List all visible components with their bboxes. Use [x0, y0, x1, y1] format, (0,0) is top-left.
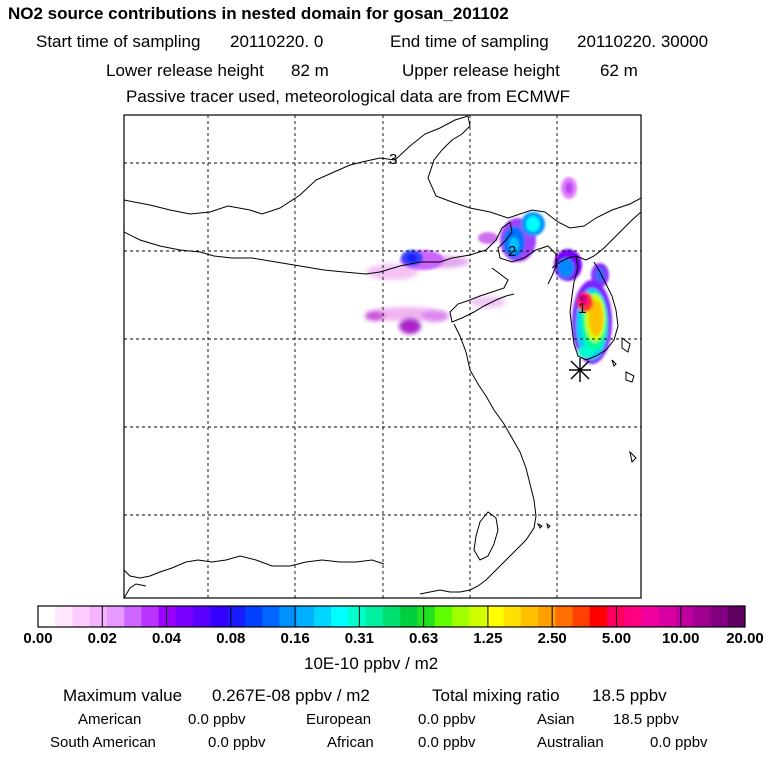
region-name-south-american: South American [50, 734, 156, 751]
colorbar-swatch [434, 606, 453, 627]
colorbar-swatch [244, 606, 263, 627]
colorbar-swatch [469, 606, 487, 627]
colorbar-swatch [451, 606, 470, 627]
total-mixing-label: Total mixing ratio [432, 686, 560, 705]
region-name-european: European [306, 711, 372, 728]
region-name-asian: Asian [537, 711, 575, 728]
colorbar-swatch [348, 606, 367, 627]
upper-release-value: 62 m [600, 61, 638, 80]
colorbar-swatch [710, 606, 729, 627]
colorbar-swatch [193, 606, 211, 627]
region-value-african: 0.0 ppbv [418, 734, 476, 751]
total-mixing-value: 18.5 ppbv [592, 686, 667, 705]
colorbar-tick-label: 1.25 [473, 630, 503, 647]
colorbar-swatch [89, 606, 108, 627]
colorbar [37, 605, 746, 628]
colorbar-tick-label: 2.50 [537, 630, 567, 647]
colorbar-swatch [382, 606, 401, 627]
colorbar-swatch [227, 606, 246, 627]
receptor-marker-icon [569, 358, 591, 382]
colorbar-tick-label: 0.02 [87, 630, 117, 647]
colorbar-swatch [555, 606, 574, 627]
contour-label-3: 3 [389, 151, 397, 168]
region-value-american: 0.0 ppbv [188, 711, 246, 728]
note-text: Passive tracer used, meteorological data… [126, 87, 571, 106]
colorbar-swatch [676, 606, 694, 627]
colorbar-swatch [313, 606, 332, 627]
colorbar-swatch [72, 606, 91, 627]
region-name-american: American [78, 711, 142, 728]
colorbar-swatch [262, 606, 280, 627]
plot-title: NO2 source contributions in nested domai… [8, 4, 509, 23]
colorbar-tick-label: 20.00 [726, 630, 764, 647]
colorbar-swatch [727, 606, 746, 627]
map-frame [123, 114, 642, 599]
colorbar-swatch [210, 606, 229, 627]
start-time-value: 20110220. 0 [230, 32, 324, 51]
colorbar-swatch [624, 606, 643, 627]
start-time-label: Start time of sampling [36, 32, 201, 51]
colorbar-swatch [641, 606, 660, 627]
colorbar-swatch [572, 606, 591, 627]
end-time-label: End time of sampling [390, 32, 549, 51]
colorbar-tick-label: 0.00 [23, 630, 53, 647]
colorbar-swatch [158, 606, 177, 627]
colorbar-tick-label: 0.08 [216, 630, 246, 647]
colorbar-tick-label: 10.00 [661, 630, 700, 647]
coastlines [124, 115, 641, 598]
region-value-asian: 18.5 ppbv [613, 711, 679, 728]
max-value-label: Maximum value [63, 686, 183, 705]
colorbar-swatch [106, 606, 125, 627]
colorbar-swatch [175, 606, 194, 627]
colorbar-tick-label: 0.31 [344, 630, 374, 647]
colorbar-swatch [331, 606, 349, 627]
colorbar-swatch [503, 606, 522, 627]
colorbar-swatch [279, 606, 298, 627]
colorbar-swatch [400, 606, 418, 627]
colorbar-frame [37, 605, 746, 628]
colorbar-swatch [296, 606, 315, 627]
colorbar-tick-label: 0.04 [151, 630, 182, 647]
colorbar-swatch [658, 606, 677, 627]
lower-release-value: 82 m [291, 61, 329, 80]
contour-label-2: 2 [508, 243, 516, 260]
region-value-south-american: 0.0 ppbv [208, 734, 266, 751]
colorbar-unit: 10E-10 ppbv / m2 [304, 654, 439, 673]
colorbar-swatch [55, 606, 73, 627]
colorbar-swatch [365, 606, 384, 627]
max-value: 0.267E-08 ppbv / m2 [212, 686, 370, 705]
upper-release-label: Upper release height [402, 61, 560, 80]
colorbar-swatch [520, 606, 539, 627]
region-value-european: 0.0 ppbv [418, 711, 476, 728]
contour-label-1: 1 [578, 300, 586, 317]
colorbar-swatch [486, 606, 505, 627]
colorbar-swatch [607, 606, 625, 627]
region-name-african: African [327, 734, 374, 751]
region-name-australian: Australian [537, 734, 604, 751]
colorbar-swatch [124, 606, 142, 627]
svg-text:· · ·: · · · [410, 242, 430, 257]
region-value-australian: 0.0 ppbv [650, 734, 708, 751]
colorbar-tick-label: 0.63 [409, 630, 439, 647]
colorbar-swatch [141, 606, 160, 627]
plume-layer [365, 177, 612, 364]
colorbar-tick-label: 5.00 [601, 630, 632, 647]
colorbar-swatch [693, 606, 712, 627]
colorbar-swatch [417, 606, 436, 627]
colorbar-swatch [538, 606, 556, 627]
colorbar-swatch [38, 606, 56, 627]
grid-lines [124, 115, 641, 598]
end-time-value: 20110220. 30000 [577, 32, 709, 51]
lower-release-label: Lower release height [106, 61, 264, 80]
plume-north-china [400, 232, 498, 270]
colorbar-tick-label: 0.16 [280, 630, 310, 647]
plume-korea [554, 249, 612, 364]
colorbar-swatch [589, 606, 608, 627]
